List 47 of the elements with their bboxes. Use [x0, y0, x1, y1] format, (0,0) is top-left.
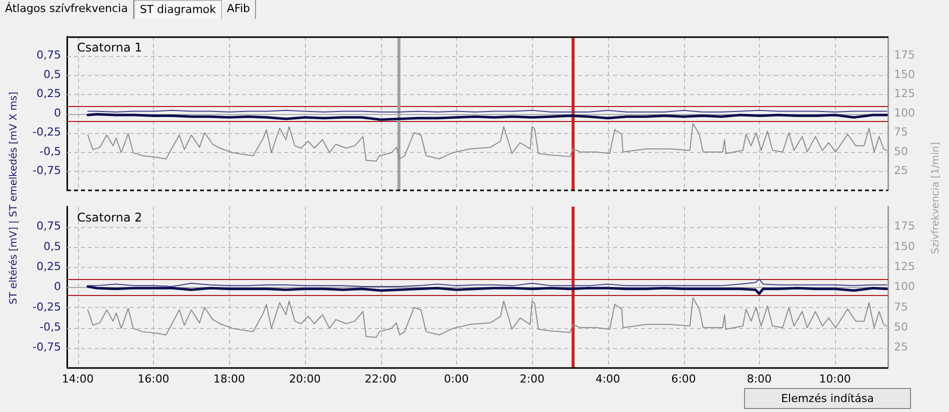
y-tick-label: 0,5 [44, 239, 61, 252]
y-axis-title: ST eltérés [mV] | ST emelkedés [mV X ms] [8, 91, 20, 304]
y2-tick-label: 125 [894, 87, 915, 100]
y2-tick-label: 125 [894, 259, 915, 272]
x-tick-label: 4:00 [595, 372, 620, 385]
x-tick-label: 10:00 [819, 372, 851, 385]
x-tick-label: 8:00 [746, 372, 772, 385]
text: Átlagos szívfrekvencia [0, 0, 134, 19]
x-tick-label: 6:00 [671, 372, 696, 385]
x-tick-label: 22:00 [364, 372, 396, 385]
y-tick-label: 0,25 [36, 259, 61, 272]
chart-title: Csatorna 1 [77, 40, 142, 55]
y2-tick-label: 100 [894, 280, 915, 293]
text: Elemzés indítása [744, 388, 911, 409]
y-tick-label: 0,25 [36, 87, 61, 100]
y-tick-label: -0,5 [40, 144, 61, 158]
y2-tick-label: 100 [894, 106, 915, 120]
text: ST diagramok [134, 0, 222, 19]
y-tick-label: -0,75 [32, 164, 61, 178]
y2-tick-label: 50 [894, 320, 908, 334]
y-tick-label: 0,5 [44, 68, 61, 81]
y-tick-label: -0,75 [32, 340, 61, 354]
y2-tick-label: 175 [894, 48, 915, 62]
y2-tick-label: 150 [894, 68, 915, 81]
x-tick-label: 20:00 [289, 372, 321, 385]
y2-tick-label: 75 [894, 126, 908, 139]
x-tick-label: 0:00 [444, 372, 469, 385]
y2-tick-label: 25 [894, 340, 908, 354]
x-tick-label: 16:00 [138, 372, 170, 385]
y2-tick-label: 50 [894, 144, 908, 158]
y2-tick-label: 25 [894, 164, 908, 178]
y-tick-label: -0,5 [40, 320, 61, 334]
y-tick-label: -0,25 [32, 300, 61, 313]
x-tick-label: 18:00 [213, 372, 246, 385]
y2-tick-label: 75 [894, 300, 908, 313]
y2-axis-title: Szívfrekvencia [1/min] [930, 141, 942, 254]
y2-tick-label: 175 [894, 219, 915, 232]
x-tick-label: 2:00 [520, 372, 544, 385]
text: AFib [222, 0, 256, 19]
y2-tick-label: 150 [894, 239, 915, 252]
chart-title: Csatorna 2 [77, 210, 142, 224]
y-tick-label: 0,75 [36, 219, 61, 232]
y-tick-label: -0,25 [32, 126, 61, 139]
y-tick-label: 0 [54, 106, 61, 120]
y-tick-label: 0 [54, 280, 61, 293]
y-tick-label: 0,75 [36, 48, 61, 62]
x-tick-label: 14:00 [62, 372, 94, 385]
